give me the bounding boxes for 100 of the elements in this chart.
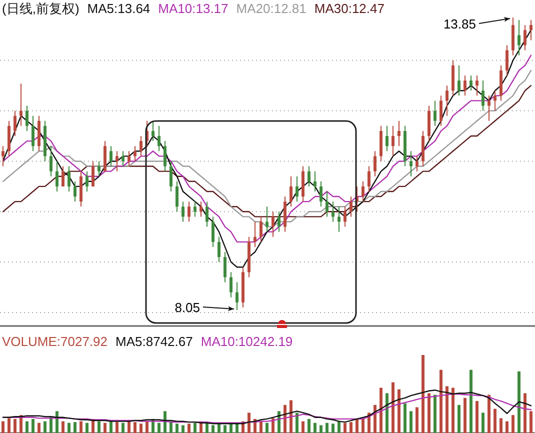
candlestick <box>344 206 346 228</box>
bar <box>44 421 46 433</box>
candlestick <box>2 146 4 167</box>
bar <box>236 424 238 433</box>
candlestick <box>188 201 190 222</box>
candlestick <box>170 160 172 192</box>
bar <box>422 355 424 433</box>
text: MA5:8742.67 <box>116 334 193 349</box>
bar <box>464 398 466 433</box>
bar <box>170 421 172 433</box>
bar <box>116 422 118 433</box>
candlestick <box>386 125 388 152</box>
bar <box>134 422 136 433</box>
chart-title: (日线,前复权) <box>2 1 80 16</box>
bar <box>218 424 220 433</box>
candlestick <box>62 166 64 187</box>
bar <box>224 425 226 433</box>
candlestick <box>116 150 118 172</box>
candlestick <box>392 125 394 157</box>
candlestick <box>260 216 262 242</box>
candlestick <box>518 20 520 56</box>
candlestick <box>164 140 166 172</box>
candlestick <box>158 125 160 152</box>
bar <box>2 421 4 433</box>
candlestick <box>434 100 436 126</box>
candlestick <box>254 221 256 248</box>
bar <box>434 394 436 433</box>
candlestick <box>266 206 268 232</box>
bar <box>470 370 472 433</box>
candlestick <box>362 180 364 202</box>
candlestick <box>470 74 472 92</box>
bar <box>140 424 142 433</box>
annotation: 13.85 <box>443 16 476 32</box>
candlestick <box>278 211 280 232</box>
candlestick <box>320 180 322 208</box>
candlestick <box>56 160 58 192</box>
bar <box>26 421 28 433</box>
candlestick <box>206 201 208 228</box>
bar <box>212 425 214 433</box>
bar <box>32 418 34 433</box>
candlestick <box>314 170 316 192</box>
bar <box>428 393 430 433</box>
bar <box>530 411 532 433</box>
bar <box>194 422 196 433</box>
text: VOLUME:7027.92 <box>2 334 108 349</box>
candlestick <box>416 156 418 172</box>
bar <box>86 422 88 433</box>
candlestick <box>464 74 466 96</box>
text: MA30:12.47 <box>314 1 384 16</box>
bar <box>14 418 16 433</box>
bar <box>272 418 274 433</box>
bar <box>362 418 364 433</box>
bar <box>512 415 514 433</box>
bar <box>404 403 406 433</box>
bar <box>104 422 106 433</box>
candlestick <box>398 120 400 147</box>
candlestick <box>152 120 154 142</box>
candlestick <box>410 150 412 177</box>
bar <box>38 422 40 433</box>
candlestick <box>374 150 376 177</box>
candlestick <box>92 160 94 187</box>
bar <box>98 421 100 433</box>
bar <box>410 411 412 433</box>
bar <box>284 404 286 433</box>
candlestick <box>308 166 310 187</box>
text: MA20:12.81 <box>236 1 306 16</box>
bar <box>314 422 316 433</box>
bar <box>296 412 298 433</box>
candlestick <box>20 83 22 126</box>
candlestick <box>140 136 142 157</box>
bar <box>500 418 502 433</box>
bar <box>350 422 352 433</box>
bar <box>506 421 508 433</box>
candlestick <box>32 115 34 152</box>
bar <box>416 407 418 433</box>
bar <box>260 421 262 433</box>
bar <box>476 401 478 433</box>
candlestick <box>524 24 526 51</box>
bar <box>74 422 76 433</box>
candlestick <box>440 95 442 126</box>
candlestick <box>182 201 184 222</box>
candlestick <box>368 166 370 192</box>
bar <box>164 411 166 433</box>
bar <box>488 394 490 433</box>
candlestick <box>236 282 238 310</box>
bar <box>356 418 358 433</box>
candlestick <box>296 176 298 202</box>
candlestick <box>86 170 88 192</box>
bar <box>368 412 370 433</box>
candlestick <box>272 211 274 238</box>
bar <box>452 388 454 433</box>
bar <box>482 412 484 433</box>
bar <box>8 418 10 433</box>
bar <box>248 412 250 433</box>
annotation: 8.05 <box>174 300 200 315</box>
bar <box>146 421 148 433</box>
candlestick <box>176 180 178 212</box>
candlestick <box>530 20 532 41</box>
candlestick <box>230 272 232 298</box>
candlestick <box>488 95 490 122</box>
